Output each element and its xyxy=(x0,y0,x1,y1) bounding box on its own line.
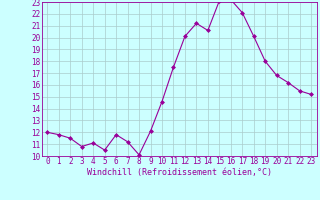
X-axis label: Windchill (Refroidissement éolien,°C): Windchill (Refroidissement éolien,°C) xyxy=(87,168,272,177)
